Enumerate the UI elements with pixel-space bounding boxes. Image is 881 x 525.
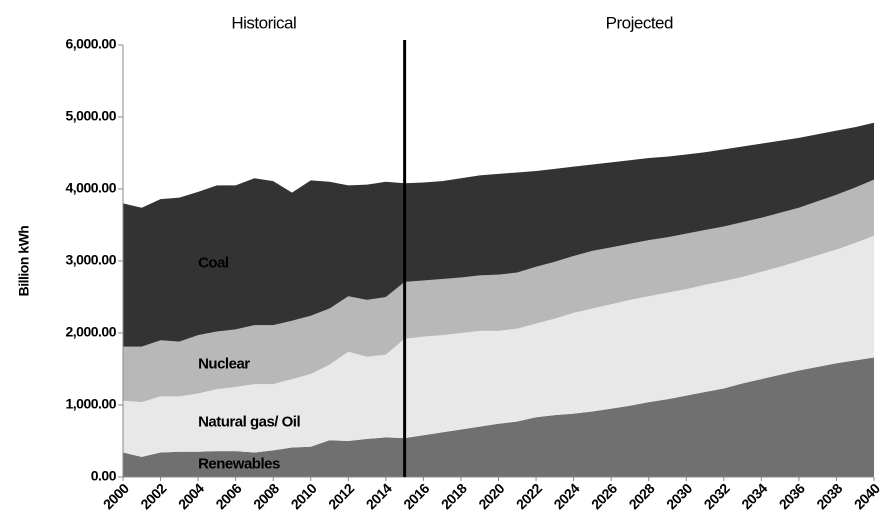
x-tick-label: 2000 (100, 480, 132, 512)
legend-label: Nuclear (198, 355, 250, 372)
x-tick-label: 2004 (175, 480, 207, 512)
annotation: Projected (606, 13, 673, 32)
y-tick-label: 0.00 (91, 468, 117, 484)
y-tick-label: 1,000.00 (66, 396, 117, 412)
x-tick-label: 2010 (288, 480, 320, 512)
x-tick-label: 2038 (813, 480, 845, 512)
legend-label: Coal (198, 254, 229, 271)
y-tick-label: 3,000.00 (66, 252, 117, 268)
x-tick-label: 2020 (475, 480, 507, 512)
annotation: Historical (231, 13, 296, 32)
x-tick-label: 2002 (137, 480, 169, 512)
x-tick-label: 2006 (212, 480, 244, 512)
x-tick-label: 2036 (776, 480, 808, 512)
x-tick-label: 2040 (851, 480, 881, 512)
y-tick-label: 6,000.00 (66, 36, 117, 52)
x-tick-label: 2022 (513, 480, 545, 512)
y-tick-label: 5,000.00 (66, 108, 117, 124)
area (123, 179, 874, 403)
y-tick-label: 4,000.00 (66, 180, 117, 196)
x-tick-label: 2018 (438, 480, 470, 512)
area (123, 235, 874, 457)
x-tick-label: 2012 (325, 480, 357, 512)
legend-label: Renewables (198, 455, 280, 472)
x-tick-label: 2016 (400, 480, 432, 512)
x-tick-label: 2030 (663, 480, 695, 512)
x-tick-label: 2032 (701, 480, 733, 512)
y-axis-label: Billion kWh (16, 226, 32, 297)
legend-label: Natural gas/ Oil (198, 414, 300, 431)
area (123, 357, 874, 477)
x-tick-label: 2024 (550, 480, 582, 512)
x-tick-label: 2026 (588, 480, 620, 512)
x-tick-label: 2028 (626, 480, 658, 512)
x-tick-label: 2008 (250, 480, 282, 512)
x-tick-label: 2034 (738, 480, 770, 512)
y-tick-label: 2,000.00 (66, 324, 117, 340)
x-tick-label: 2014 (363, 480, 395, 512)
area (123, 122, 874, 347)
